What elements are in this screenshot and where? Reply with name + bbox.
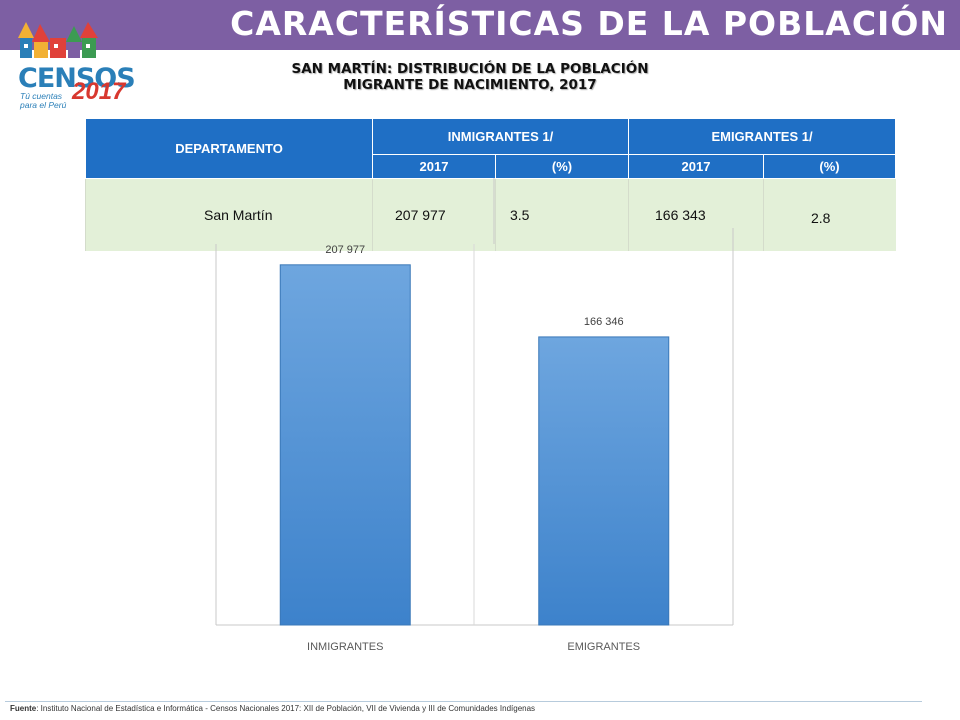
x-tick-label-emigrantes: EMIGRANTES: [567, 641, 640, 653]
cell-emigrantes-2017: 166 343: [628, 178, 764, 251]
chart-title-line-2: MIGRANTE DE NACIMIENTO, 2017: [343, 77, 597, 93]
source-note: Fuente: Instituto Nacional de Estadístic…: [10, 704, 535, 713]
source-label: Fuente: [10, 704, 37, 713]
table-row: San Martín 207 977 3.5 166 343 2.8: [85, 178, 896, 251]
logo-tagline-2: para el Perú: [20, 100, 67, 110]
censos-logo: CENSOS 2017 Tú cuentas para el Perú: [6, 8, 136, 128]
subheader-inmigrantes-pct: (%): [495, 154, 629, 179]
migration-table: DEPARTAMENTO INMIGRANTES 1/ EMIGRANTES 1…: [85, 118, 896, 251]
cell-inmigrantes-2017: 207 977: [372, 178, 496, 251]
data-label-inmigrantes: 207 977: [325, 244, 365, 256]
footer-divider: [5, 701, 922, 702]
bar-series: 207 977 INMIGRANTES 166 346 EMIGRANTES: [279, 244, 670, 653]
cell-inmigrantes-pct: 3.5: [495, 178, 629, 251]
x-tick-label-inmigrantes: INMIGRANTES: [307, 641, 383, 653]
subheader-inmigrantes-year: 2017: [372, 154, 496, 179]
header-departamento: DEPARTAMENTO: [85, 118, 373, 179]
data-label-emigrantes: 166 346: [584, 316, 624, 328]
cell-emigrantes-pct: 2.8: [763, 178, 896, 251]
logo-tagline-1: Tú cuentas: [20, 91, 63, 101]
header-bar: CARACTERÍSTICAS DE LA POBLACIÓN: [0, 0, 960, 50]
chart-title-line-1: SAN MARTÍN: DISTRIBUCIÓN DE LA POBLACIÓN: [291, 61, 649, 77]
subheader-emigrantes-year: 2017: [628, 154, 764, 179]
logo-tagline: Tú cuentas para el Perú: [20, 92, 80, 110]
subheader-emigrantes-pct: (%): [763, 154, 896, 179]
logo-houses-icon: [18, 18, 98, 58]
cell-departamento: San Martín: [85, 178, 373, 251]
header-emigrantes: EMIGRANTES 1/: [628, 118, 896, 155]
bar-inmigrantes: [279, 264, 411, 626]
bar-emigrantes: [538, 336, 670, 626]
header-inmigrantes: INMIGRANTES 1/: [372, 118, 629, 155]
chart-title: SAN MARTÍN: DISTRIBUCIÓN DE LA POBLACIÓN…: [200, 61, 740, 93]
logo-year: 2017: [72, 78, 126, 105]
source-text: : Instituto Nacional de Estadística e In…: [36, 704, 536, 713]
logo-word: CENSOS: [18, 63, 136, 94]
page-title: CARACTERÍSTICAS DE LA POBLACIÓN: [230, 4, 948, 43]
